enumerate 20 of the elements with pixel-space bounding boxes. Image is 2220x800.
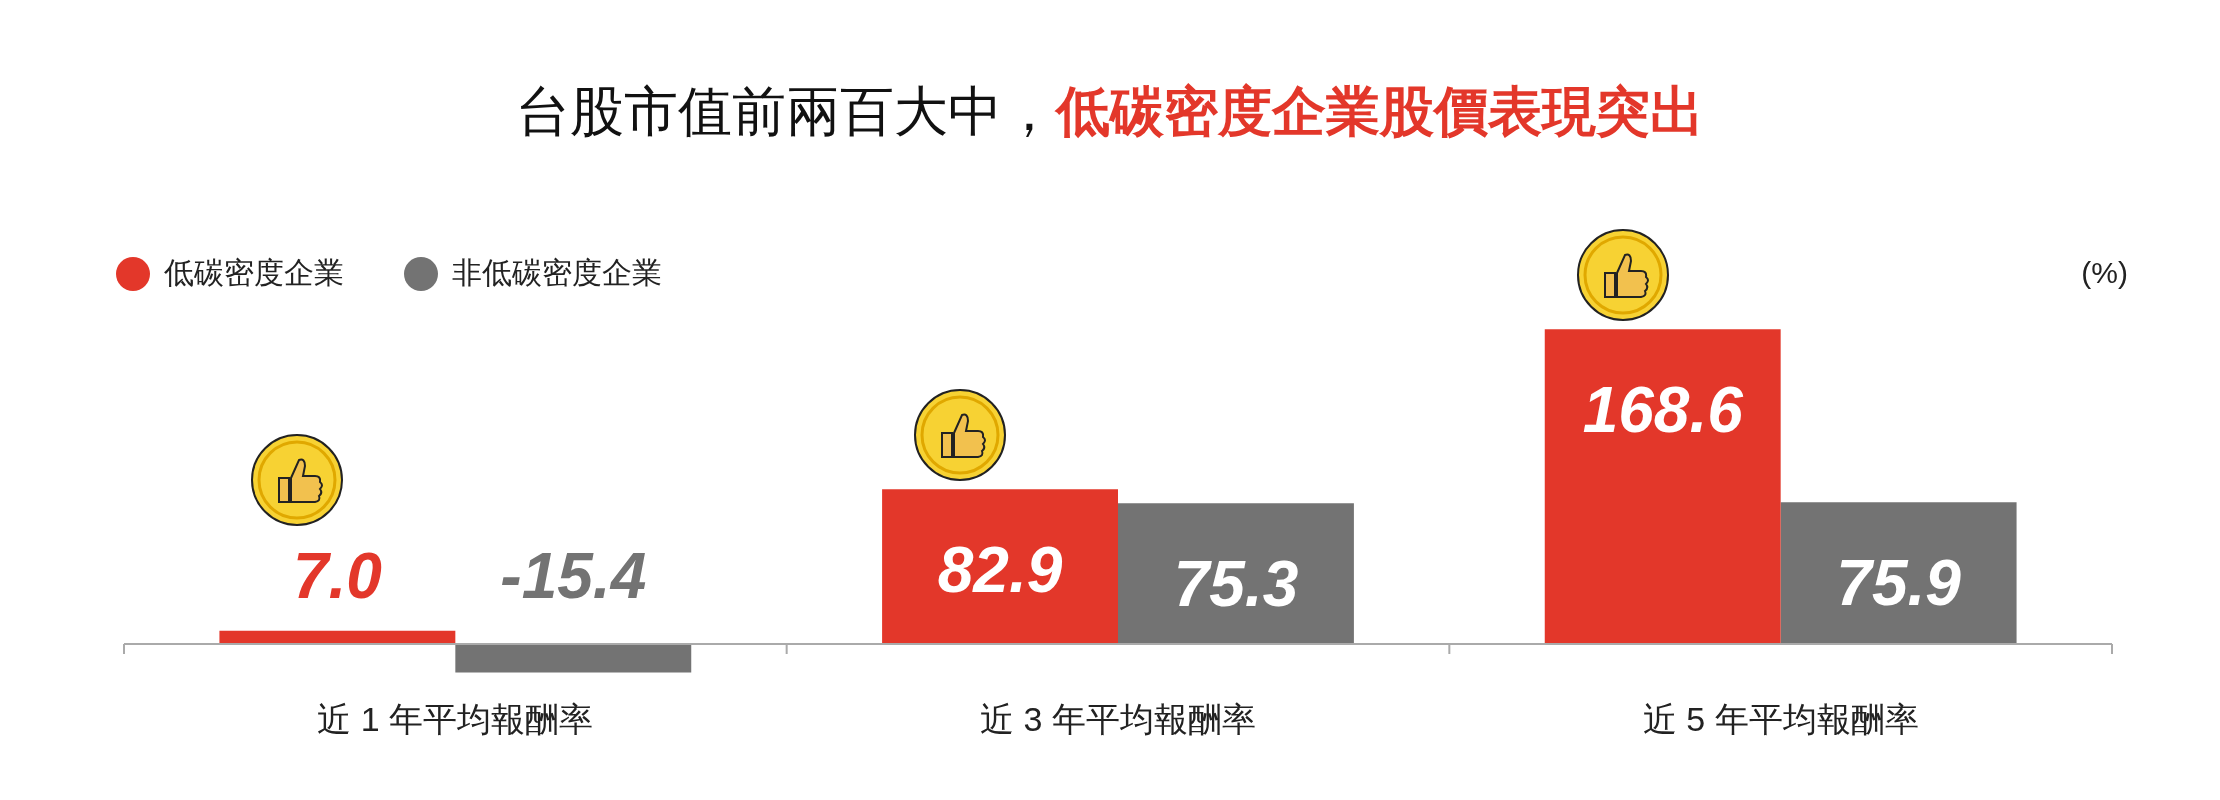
data-label: -15.4 [500, 539, 647, 612]
data-label: 168.6 [1582, 373, 1744, 446]
bar [882, 489, 1118, 644]
text: (%) [2081, 256, 2128, 290]
bar [1544, 329, 1781, 644]
bar [1118, 503, 1354, 644]
data-label: 75.9 [1836, 546, 1962, 619]
legend-label: 非低碳密度企業 [452, 255, 662, 291]
data-label: 7.0 [292, 539, 382, 612]
chart-title: 台股市值前兩百大中， [516, 81, 1056, 141]
data-label: 75.3 [1173, 548, 1299, 621]
bar [455, 643, 692, 673]
chart-subtitle: 低碳密度企業股價表現突出 [1056, 81, 1704, 141]
bar [1780, 502, 2017, 644]
x-tick-label: 近 3 年平均報酬率 [980, 699, 1256, 738]
x-tick-label: 近 1 年平均報酬率 [317, 699, 594, 738]
data-label: 82.9 [937, 533, 1063, 606]
x-tick-label: 近 5 年平均報酬率 [1642, 699, 1919, 738]
legend-label: 低碳密度企業 [164, 255, 344, 291]
bar [219, 630, 456, 644]
